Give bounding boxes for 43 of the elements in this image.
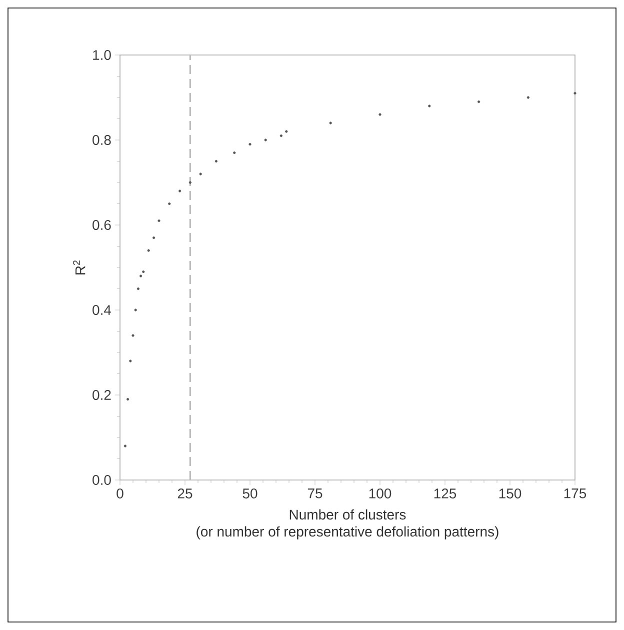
point <box>178 190 182 192</box>
point <box>285 130 288 133</box>
point <box>158 219 160 222</box>
point <box>199 172 202 176</box>
point <box>152 236 156 240</box>
x-tick-label: 100 <box>369 488 392 498</box>
y-tick-label: 0.4 <box>92 305 112 315</box>
point <box>264 138 267 142</box>
point <box>233 151 236 154</box>
point <box>136 287 140 290</box>
point <box>477 100 480 104</box>
y-axis-title: R$^{2}$ <box>73 260 86 274</box>
y-tick-label: 0.2 <box>92 390 111 400</box>
y-tick-label: 0.6 <box>92 220 111 230</box>
point <box>428 104 431 108</box>
point <box>132 334 134 337</box>
y-tick-label: 1.0 <box>93 50 111 60</box>
x-tick-label: 75 <box>308 488 322 498</box>
point <box>140 274 142 278</box>
y-tick-label: 0.0 <box>92 475 111 485</box>
x-tick-label: 0 <box>116 488 124 498</box>
point <box>147 249 150 252</box>
x-tick-label: 125 <box>434 488 456 498</box>
point <box>129 360 132 362</box>
x-tick-label: 50 <box>242 488 258 498</box>
point <box>280 134 282 138</box>
point <box>378 113 382 116</box>
point <box>188 181 192 184</box>
x-tick-label: 175 <box>564 488 586 498</box>
point <box>248 142 252 146</box>
point <box>329 122 332 124</box>
point <box>526 96 530 99</box>
y-tick-label: 0.8 <box>92 135 111 145</box>
point <box>134 308 137 312</box>
x-tick-label: 25 <box>178 488 192 498</box>
point <box>168 202 171 206</box>
x-tick-label: 150 <box>499 488 522 498</box>
point <box>574 92 576 95</box>
point <box>126 398 130 401</box>
point <box>124 444 126 448</box>
point <box>142 270 145 274</box>
x-axis-title: Number of clusters (or number of representative defoliation patterns) <box>196 509 498 540</box>
point <box>214 160 218 163</box>
